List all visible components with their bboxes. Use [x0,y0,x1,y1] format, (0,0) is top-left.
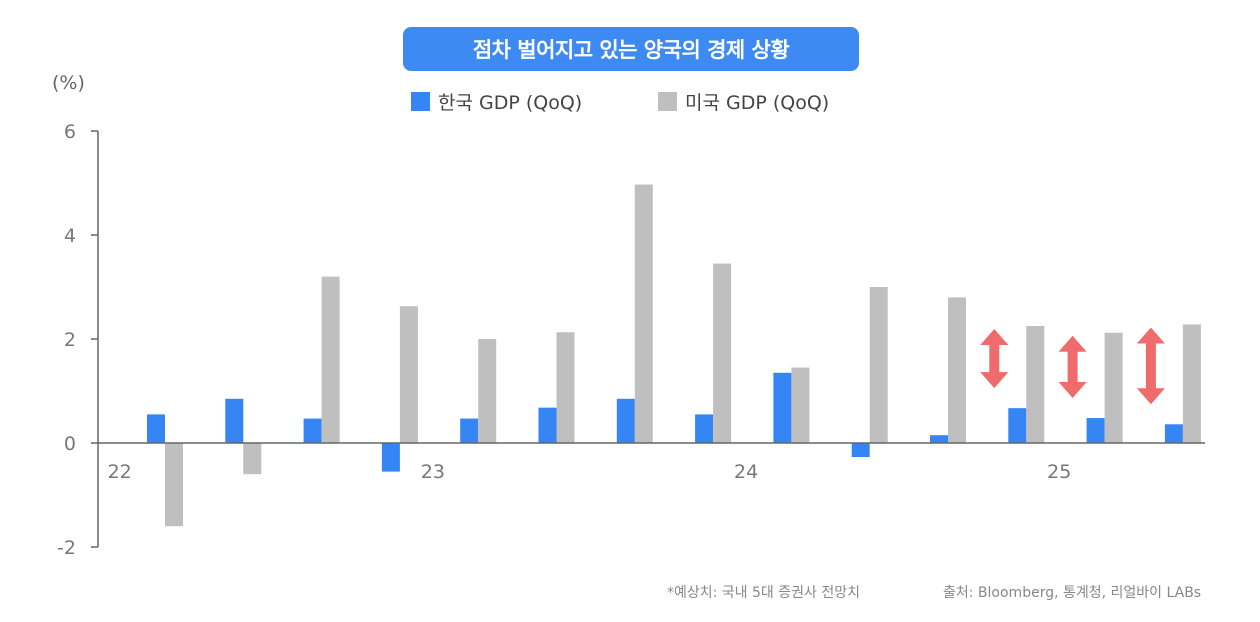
bar-us-gdp [791,367,810,443]
x-year-label: 24 [734,461,758,483]
gap-double-arrow [1058,335,1087,399]
bar-us-gdp [948,297,966,443]
gap-double-arrow [980,329,1009,389]
x-year-label: 25 [1047,461,1071,483]
bar-korea-gdp [147,414,165,443]
legend-item-us: 미국 GDP (QoQ) [658,88,829,114]
bar-korea-gdp [851,443,870,458]
bar-us-gdp [1026,326,1045,443]
bar-us-gdp [869,287,888,443]
legend-label-us: 미국 GDP (QoQ) [685,91,830,114]
chart-title: 점차 벌어지고 있는 양국의 경제 상황 [403,27,859,71]
y-axis-unit-label: (%) [52,72,85,94]
y-tick-label: 6 [64,121,76,143]
bar-korea-gdp [538,407,557,443]
footnote-estimate: *예상치: 국내 5대 증권사 전망치 [667,585,860,601]
x-year-label: 22 [108,461,132,483]
bar-us-gdp [1182,324,1201,443]
legend-label-korea: 한국 GDP (QoQ) [438,91,583,114]
bar-korea-gdp [460,418,479,443]
bar-korea-gdp [773,372,792,443]
bar-korea-gdp [616,398,635,443]
y-tick-label: 2 [64,329,76,351]
bar-korea-gdp [303,418,322,443]
bar-us-gdp [321,276,340,443]
bar-korea-gdp [225,398,244,443]
bar-us-gdp [556,332,575,443]
y-tick-label: 4 [64,225,76,247]
bar-korea-gdp [695,414,714,443]
bar-us-gdp [165,443,183,527]
legend-item-korea: 한국 GDP (QoQ) [411,88,582,114]
bar-us-gdp [634,184,653,443]
bar-us-gdp [399,306,418,443]
bar-korea-gdp [1086,418,1105,443]
bar-us-gdp [1104,332,1123,443]
y-tick-label: -2 [57,537,76,559]
bar-korea-gdp [1008,408,1027,443]
bar-korea-gdp [930,435,948,443]
footnote-source: 출처: Bloomberg, 통계청, 리얼바이 LABs [943,585,1202,601]
y-tick-label: 0 [64,433,76,455]
bar-korea-gdp [381,443,400,472]
bar-us-gdp [243,443,262,475]
bar-us-gdp [478,339,497,443]
gap-double-arrow [1136,327,1165,405]
bar-korea-gdp [1164,424,1183,443]
legend-swatch-korea [411,91,430,111]
x-year-label: 23 [421,461,445,483]
legend-swatch-us [658,91,677,111]
bar-us-gdp [713,263,732,443]
